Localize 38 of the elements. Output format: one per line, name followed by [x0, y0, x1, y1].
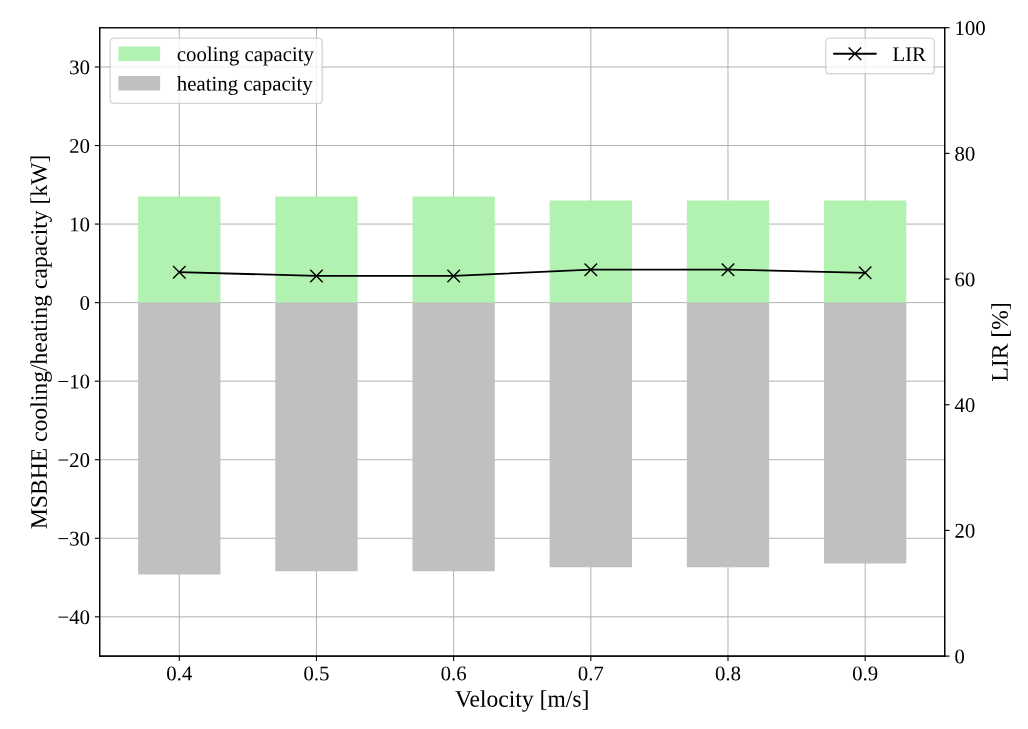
x-tick-label: 0.6: [441, 666, 467, 681]
y2-tick-label: 0: [955, 649, 965, 664]
y-tick-label: −40: [58, 610, 90, 625]
y-tick-label: 10: [70, 217, 90, 232]
y2-tick-label: 80: [955, 146, 975, 161]
y2-tick-label: 100: [956, 21, 985, 36]
y-tick-label: −20: [58, 453, 90, 468]
y-tick-label: 30: [70, 60, 90, 75]
legend-label: heating capacity: [177, 76, 313, 96]
y2-tick-label: 40: [954, 398, 975, 413]
bar: [138, 196, 221, 303]
x-tick-label: 0.5: [304, 666, 329, 681]
legend-label: LIR: [893, 47, 926, 62]
y-tick-label: 20: [70, 138, 90, 153]
bar: [275, 302, 358, 572]
bar: [549, 200, 632, 303]
y2-axis-title: LIR [%]: [991, 303, 1011, 381]
bar: [824, 302, 907, 564]
bar: [549, 302, 632, 568]
y-axis-title: MSBHE cooling/heating capacity [kW]: [30, 156, 52, 529]
y-tick-label: −10: [58, 374, 90, 389]
x-axis-title: Velocity [m/s]: [455, 690, 588, 712]
y2-tick-label: 60: [955, 272, 975, 287]
x-tick-label: 0.4: [167, 666, 192, 681]
y-tick-label: −30: [58, 531, 90, 546]
y-tick-label: 0: [80, 296, 90, 311]
bar: [275, 196, 358, 303]
y2-tick-label: 20: [955, 523, 975, 538]
x-tick-label: 0.9: [852, 666, 878, 681]
bar: [412, 302, 495, 572]
x-tick-label: 0.8: [715, 666, 741, 681]
x-tick-label: 0.7: [578, 666, 604, 681]
bar: [138, 302, 221, 575]
bar: [412, 196, 495, 303]
legend-label: cooling capacity: [177, 46, 314, 66]
bar: [686, 302, 770, 568]
bar: [824, 200, 907, 303]
bar: [686, 200, 770, 303]
